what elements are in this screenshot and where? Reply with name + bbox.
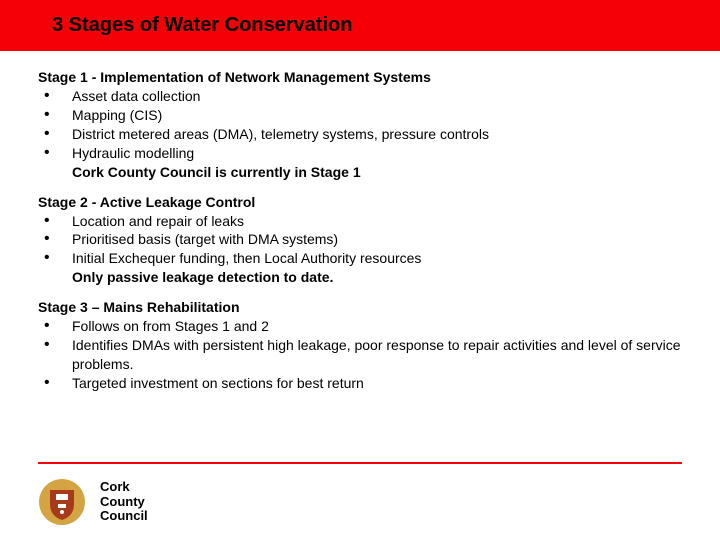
bullet-list: Location and repair of leaks Prioritised… (38, 212, 682, 286)
list-item: Location and repair of leaks (38, 212, 682, 231)
content-area: Stage 1 - Implementation of Network Mana… (0, 51, 720, 393)
stage-heading: Stage 2 - Active Leakage Control (38, 194, 682, 210)
list-item: Identifies DMAs with persistent high lea… (38, 336, 682, 374)
stage-block: Stage 3 – Mains Rehabilitation Follows o… (38, 299, 682, 393)
list-item: Follows on from Stages 1 and 2 (38, 317, 682, 336)
list-item: Hydraulic modelling (38, 144, 682, 163)
slide: 3 Stages of Water Conservation Stage 1 -… (0, 0, 720, 540)
list-item: Initial Exchequer funding, then Local Au… (38, 249, 682, 268)
footer-line: Cork (100, 480, 148, 495)
footer-text: Cork County Council (100, 480, 148, 525)
stage-block: Stage 1 - Implementation of Network Mana… (38, 69, 682, 180)
list-item: Prioritised basis (target with DMA syste… (38, 230, 682, 249)
title-bar: 3 Stages of Water Conservation (0, 0, 720, 51)
footer-line: Council (100, 509, 148, 524)
slide-title: 3 Stages of Water Conservation (52, 14, 352, 36)
stage-heading: Stage 1 - Implementation of Network Mana… (38, 69, 682, 85)
stage-heading: Stage 3 – Mains Rehabilitation (38, 299, 682, 315)
emphasis-text: Cork County Council is currently in Stag… (38, 164, 682, 180)
footer: Cork County Council (38, 478, 148, 526)
list-item: Mapping (CIS) (38, 106, 682, 125)
emphasis-text: Only passive leakage detection to date. (38, 269, 682, 285)
bullet-list: Follows on from Stages 1 and 2 Identifie… (38, 317, 682, 393)
list-item: Asset data collection (38, 87, 682, 106)
divider-line (38, 462, 682, 464)
list-item: District metered areas (DMA), telemetry … (38, 125, 682, 144)
bullet-list: Asset data collection Mapping (CIS) Dist… (38, 87, 682, 180)
footer-line: County (100, 495, 148, 510)
list-item: Targeted investment on sections for best… (38, 374, 682, 393)
stage-block: Stage 2 - Active Leakage Control Locatio… (38, 194, 682, 286)
crest-logo-icon (38, 478, 86, 526)
